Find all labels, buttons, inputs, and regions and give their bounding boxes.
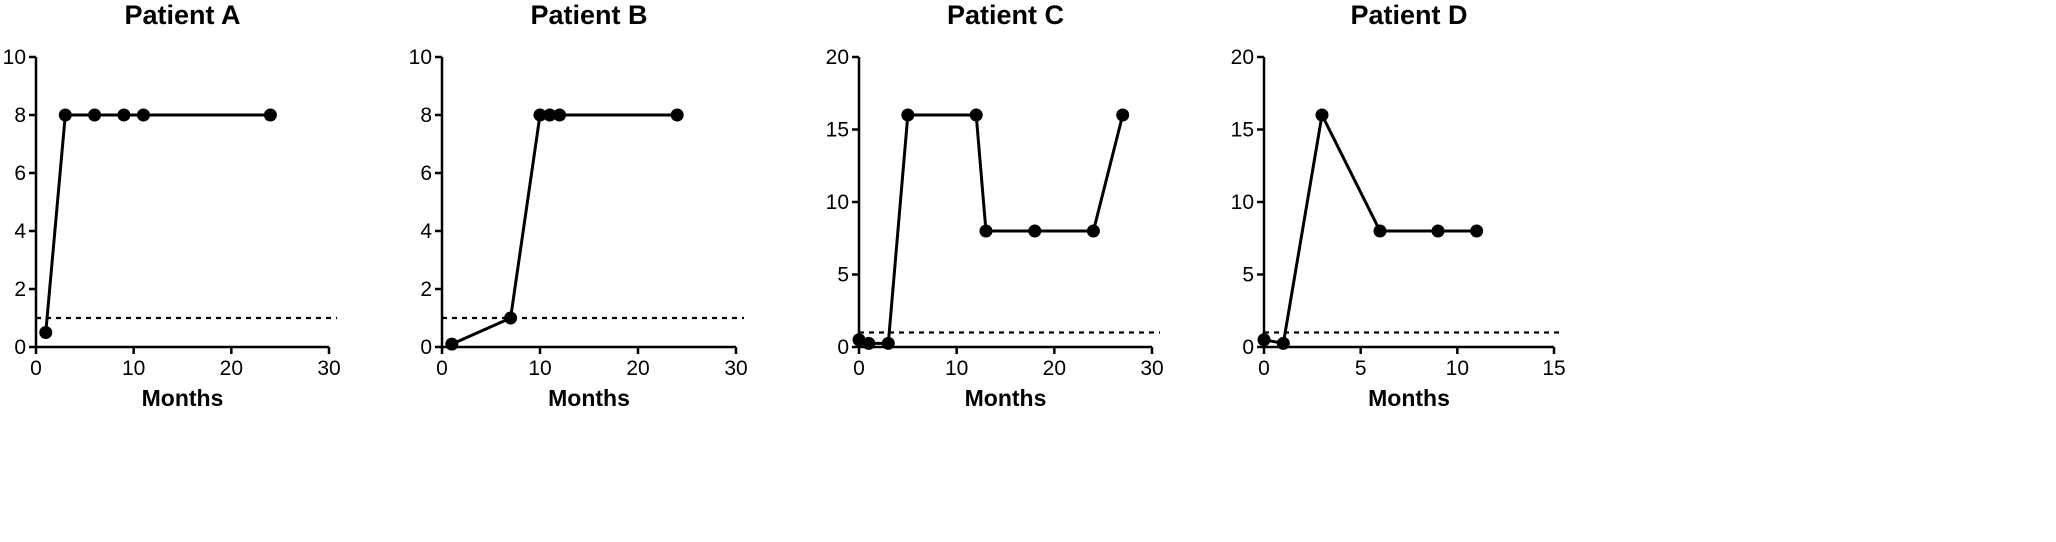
- data-point: [881, 336, 895, 350]
- series-line: [451, 113, 678, 346]
- y-tick-label: 6: [14, 162, 26, 185]
- y-tick-label: 5: [1242, 264, 1254, 287]
- data-point: [58, 108, 72, 122]
- data-point: [1086, 224, 1100, 238]
- data-point: [1257, 333, 1271, 347]
- data-point: [504, 311, 518, 325]
- data-point: [1116, 108, 1130, 122]
- chart-panel-1: Patient A 0 2 4 6 8 10 0 10 20 30 Months: [3, 0, 341, 411]
- y-tick-label: 4: [420, 220, 432, 243]
- data-point: [1315, 108, 1329, 122]
- chart-title: Patient B: [530, 0, 647, 30]
- data-point: [852, 333, 866, 347]
- data-point: [979, 224, 993, 238]
- x-tick-label: 30: [317, 357, 340, 380]
- x-axis-label: Months: [965, 385, 1047, 411]
- series-line: [44, 113, 271, 333]
- data-point: [969, 108, 983, 122]
- data-point: [1276, 336, 1290, 350]
- y-tick-label: 20: [826, 46, 849, 69]
- y-tick-label: 15: [826, 119, 849, 142]
- y-tick-label: 6: [420, 162, 432, 185]
- data-point: [670, 108, 684, 122]
- chart-panel-4: Patient D 0 5 10 15 20 0 5 10 15 Months: [1231, 0, 1566, 411]
- y-tick-label: 4: [14, 220, 26, 243]
- x-axis-label: Months: [548, 385, 630, 411]
- x-tick-label: 10: [528, 357, 551, 380]
- series-line: [1263, 110, 1477, 346]
- data-point: [263, 108, 277, 122]
- x-tick-label: 0: [853, 357, 865, 380]
- x-tick-label: 5: [1355, 357, 1367, 380]
- x-tick-label: 0: [1258, 357, 1270, 380]
- data-point: [1373, 224, 1387, 238]
- y-tick-label: 10: [409, 46, 432, 69]
- data-point: [445, 337, 459, 351]
- y-tick-label: 8: [14, 104, 26, 127]
- y-tick-label: 0: [837, 336, 849, 359]
- y-tick-label: 10: [826, 191, 849, 214]
- data-point: [136, 108, 150, 122]
- y-tick-label: 10: [1231, 191, 1254, 214]
- y-tick-label: 2: [420, 278, 432, 301]
- chart-title: Patient D: [1350, 0, 1467, 30]
- y-tick-label: 5: [837, 264, 849, 287]
- y-tick-label: 10: [3, 46, 26, 69]
- data-point: [117, 108, 131, 122]
- x-tick-label: 0: [436, 357, 448, 380]
- x-axis-label: Months: [1368, 385, 1450, 411]
- data-point: [543, 108, 557, 122]
- x-tick-label: 20: [626, 357, 649, 380]
- x-tick-label: 10: [122, 357, 145, 380]
- data-point: [88, 108, 102, 122]
- data-point: [1470, 224, 1484, 238]
- y-tick-label: 2: [14, 278, 26, 301]
- chart-title: Patient C: [947, 0, 1064, 30]
- x-tick-label: 10: [1446, 357, 1469, 380]
- x-tick-label: 0: [30, 357, 42, 380]
- y-tick-label: 20: [1231, 46, 1254, 69]
- y-tick-label: 15: [1231, 119, 1254, 142]
- data-point: [1028, 224, 1042, 238]
- data-point: [39, 326, 53, 339]
- x-tick-label: 10: [945, 357, 968, 380]
- chart-title: Patient A: [124, 0, 240, 30]
- y-tick-label: 0: [1242, 336, 1254, 359]
- data-point: [862, 336, 876, 350]
- data-point: [1431, 224, 1445, 238]
- chart-panel-3: Patient C 0 5 10 15 20 0 10 20 30 Months: [826, 0, 1164, 411]
- x-tick-label: 20: [220, 357, 243, 380]
- x-tick-label: 15: [1542, 357, 1565, 380]
- y-tick-label: 0: [14, 336, 26, 359]
- x-axis-label: Months: [142, 385, 224, 411]
- x-tick-label: 30: [1140, 357, 1163, 380]
- data-point: [901, 108, 915, 122]
- data-point: [533, 108, 547, 122]
- x-tick-label: 30: [724, 357, 747, 380]
- y-tick-label: 0: [420, 336, 432, 359]
- y-tick-label: 8: [420, 104, 432, 127]
- chart-panel-2: Patient B 0 2 4 6 8 10 0 10 20 30 Months: [409, 0, 748, 411]
- data-point: [553, 108, 567, 122]
- x-tick-label: 20: [1043, 357, 1066, 380]
